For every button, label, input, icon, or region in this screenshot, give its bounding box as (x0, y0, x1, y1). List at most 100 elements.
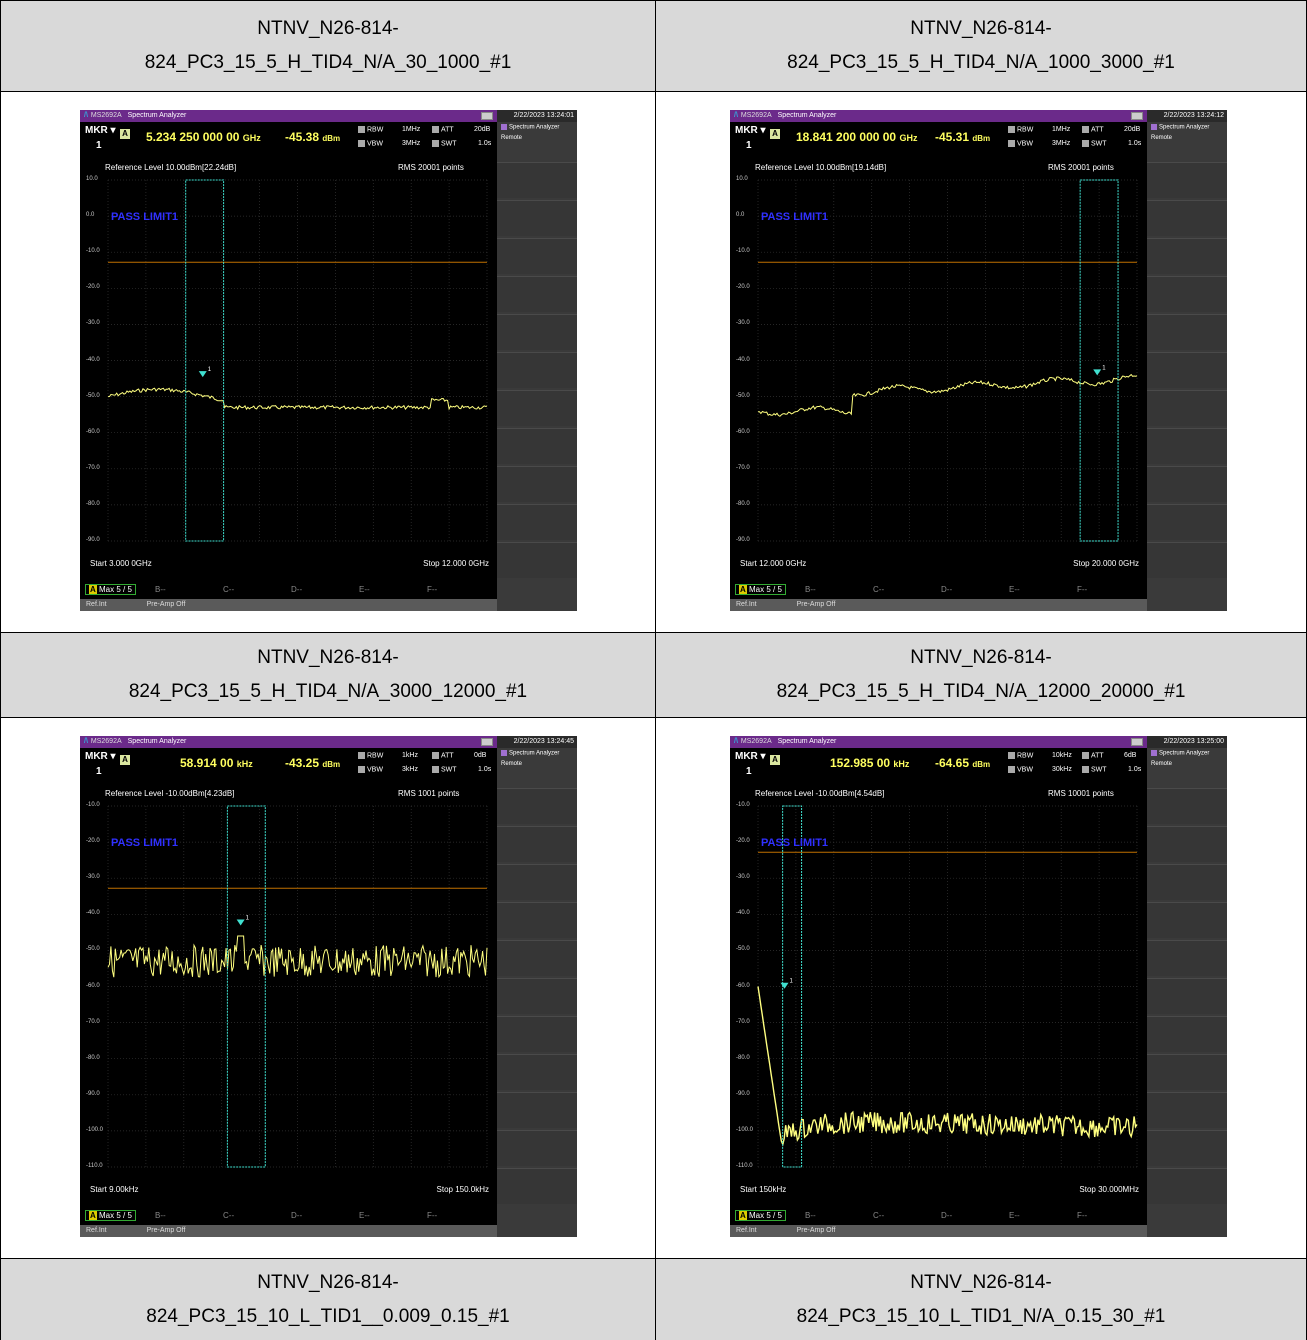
soft-key[interactable] (1147, 1092, 1227, 1128)
soft-key[interactable] (497, 276, 577, 312)
soft-key[interactable] (1147, 238, 1227, 274)
soft-key[interactable] (1147, 162, 1227, 198)
side-menu-panel: Spectrum Analyzer Remote (497, 122, 577, 611)
side-menu-title: Spectrum Analyzer (1147, 122, 1227, 133)
soft-key[interactable] (1147, 826, 1227, 862)
soft-key[interactable] (497, 162, 577, 198)
soft-key[interactable] (497, 1054, 577, 1090)
soft-key[interactable] (497, 314, 577, 350)
soft-key[interactable] (497, 352, 577, 388)
soft-key[interactable] (497, 504, 577, 540)
soft-key[interactable] (497, 826, 577, 862)
window-restore-button[interactable] (1131, 738, 1143, 746)
soft-key[interactable] (1147, 1130, 1227, 1166)
y-tick-label: -70.0 (86, 1018, 100, 1025)
soft-key[interactable] (1147, 542, 1227, 578)
soft-key[interactable] (1147, 1168, 1227, 1204)
analyzer-param: SWT (432, 766, 457, 773)
header-line2: 824_PC3_15_5_H_TID4_N/A_12000_20000_#1 (776, 681, 1186, 702)
header-line2: 824_PC3_15_5_H_TID4_N/A_30_1000_#1 (144, 52, 512, 73)
trace-a-indicator[interactable]: A Max 5 / 5 (735, 584, 786, 595)
soft-key[interactable] (497, 1092, 577, 1128)
header-line2: 824_PC3_15_10_L_TID1__0.009_0.15_#1 (146, 1305, 510, 1327)
marker-readout-bar: MKR ▾ 1 A 5.234 250 000 00 GHz -45.38 dBm RBW… (80, 122, 497, 158)
soft-key[interactable] (497, 238, 577, 274)
header-line2: 824_PC3_15_5_H_TID4_N/A_3000_12000_#1 (128, 681, 528, 702)
soft-key[interactable] (1147, 788, 1227, 824)
analyzer-param: 1MHz (402, 126, 421, 133)
remote-status: Remote (501, 134, 523, 141)
pass-limit-label: PASS LIMIT1 (111, 211, 178, 223)
soft-key[interactable] (1147, 940, 1227, 976)
soft-key[interactable] (497, 200, 577, 236)
y-tick-label: -10.0 (86, 802, 100, 808)
soft-key[interactable] (497, 864, 577, 900)
header-line1: NTNV_N26-814- (910, 647, 1052, 668)
y-tick-label: -20.0 (736, 284, 750, 291)
soft-key[interactable] (497, 1016, 577, 1052)
marker-frequency: 18.841 200 000 00 GHz (796, 130, 918, 144)
soft-key[interactable] (1147, 428, 1227, 464)
marker-number: 1 (96, 140, 102, 151)
soft-key[interactable] (497, 1168, 577, 1204)
trace-slot: D-- (941, 1211, 953, 1220)
y-tick-label: 0.0 (736, 212, 745, 219)
soft-key[interactable] (1147, 390, 1227, 426)
soft-key[interactable] (497, 542, 577, 578)
table-header-cell: NTNV_N26-814- 824_PC3_15_5_H_TID4_N/A_12… (656, 633, 1307, 718)
soft-key[interactable] (497, 1130, 577, 1166)
soft-key[interactable] (497, 978, 577, 1014)
y-tick-label: -20.0 (86, 284, 100, 291)
trace-slot: E-- (359, 585, 370, 594)
spectrum-analyzer-screenshot: /\ MS2692A Spectrum Analyzer 2/22/2023 13:2… (80, 736, 577, 1237)
app-name: Spectrum Analyzer (777, 112, 837, 119)
soft-key[interactable] (1147, 1054, 1227, 1090)
trace-a-indicator[interactable]: A Max 5 / 5 (735, 1210, 786, 1221)
anritsu-logo-icon: /\ (734, 112, 738, 119)
soft-key[interactable] (1147, 1016, 1227, 1052)
trace-a-indicator[interactable]: A Max 5 / 5 (85, 1210, 136, 1221)
y-tick-label: -80.0 (86, 1054, 100, 1061)
spectrum-trace (107, 935, 488, 979)
trace-bar: A Max 5 / 5 B-- C-- D-- E-- F-- (80, 1207, 497, 1225)
y-tick-label: 10.0 (736, 176, 748, 182)
start-frequency: Start 12.000 0GHz (740, 559, 807, 568)
marker-1-triangle (780, 982, 789, 989)
marker-level: -45.38 dBm (285, 130, 341, 144)
soft-key[interactable] (497, 428, 577, 464)
window-restore-button[interactable] (1131, 112, 1143, 120)
analyzer-param: 10kHz (1052, 752, 1072, 759)
soft-key[interactable] (1147, 352, 1227, 388)
analyzer-param: VBW (1008, 140, 1033, 147)
soft-key[interactable] (497, 902, 577, 938)
soft-key[interactable] (1147, 864, 1227, 900)
window-restore-button[interactable] (481, 112, 493, 120)
soft-key[interactable] (1147, 902, 1227, 938)
soft-key[interactable] (1147, 314, 1227, 350)
analyzer-param: 0dB (474, 752, 487, 759)
window-titlebar: /\ MS2692A Spectrum Analyzer (730, 110, 1147, 122)
analyzer-param: ATT (432, 752, 454, 759)
soft-key[interactable] (1147, 978, 1227, 1014)
soft-key[interactable] (497, 466, 577, 502)
soft-key[interactable] (497, 788, 577, 824)
soft-key[interactable] (1147, 200, 1227, 236)
soft-key[interactable] (1147, 276, 1227, 312)
soft-key[interactable] (497, 940, 577, 976)
start-frequency: Start 150kHz (740, 1185, 787, 1194)
reference-level: Reference Level -10.00dBm[4.23dB] (105, 789, 235, 798)
y-tick-label: -50.0 (736, 392, 750, 399)
soft-key[interactable] (497, 390, 577, 426)
soft-key[interactable] (1147, 466, 1227, 502)
marker-mode-badge: A (120, 755, 130, 765)
stop-frequency: Stop 20.000 0GHz (1073, 559, 1139, 568)
soft-key[interactable] (1147, 504, 1227, 540)
trace-slot: C-- (223, 1211, 235, 1220)
window-restore-button[interactable] (481, 738, 493, 746)
y-tick-label: -100.0 (86, 1126, 104, 1133)
detector-points: RMS 1001 points (398, 789, 460, 798)
detector-points: RMS 10001 points (1048, 789, 1114, 798)
analyzer-param: 20dB (1124, 126, 1141, 133)
analyzer-param: 3MHz (402, 140, 421, 147)
trace-a-indicator[interactable]: A Max 5 / 5 (85, 584, 136, 595)
